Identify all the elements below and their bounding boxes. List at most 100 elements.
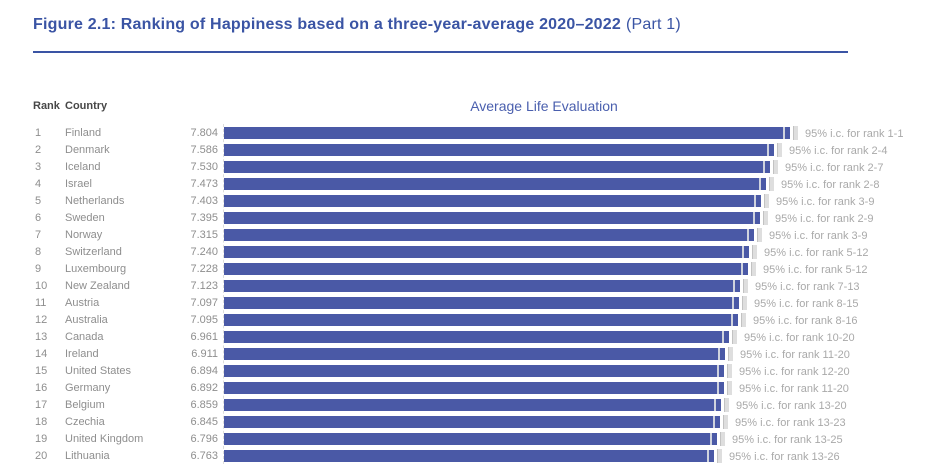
ci-upper-cap <box>773 160 778 174</box>
ci-upper-cap <box>793 126 798 140</box>
chart-title: Average Life Evaluation <box>470 98 618 114</box>
ci-lower-cap <box>710 433 712 445</box>
ci-lower-cap <box>731 314 733 326</box>
happiness-bar <box>224 450 714 462</box>
country-label: United Kingdom <box>65 433 144 445</box>
country-label: United States <box>65 365 132 377</box>
value-label: 7.240 <box>190 246 218 258</box>
chart-rows: 1 Finland 7.804 95% i.c. for rank 1-1 2 Denma… <box>0 126 935 467</box>
ci-range-label: 95% i.c. for rank 8-15 <box>754 298 859 310</box>
chart-row: 14 Ireland 6.911 95% i.c. for rank 11-20 <box>0 347 935 365</box>
happiness-bar <box>224 263 748 275</box>
ci-lower-cap <box>783 127 785 139</box>
happiness-bar <box>224 212 760 224</box>
rank-label: 15 <box>35 365 48 377</box>
rank-label: 11 <box>35 297 47 309</box>
ci-lower-cap <box>759 178 761 190</box>
country-label: Israel <box>65 178 92 190</box>
happiness-bar <box>224 433 717 445</box>
rank-label: 4 <box>35 178 42 190</box>
happiness-bar <box>224 246 749 258</box>
ci-upper-cap <box>751 262 756 276</box>
ci-upper-cap <box>743 279 748 293</box>
ci-range-label: 95% i.c. for rank 3-9 <box>769 230 868 242</box>
ci-range-label: 95% i.c. for rank 13-26 <box>729 451 840 463</box>
chart-row: 11 Austria 7.097 95% i.c. for rank 8-15 <box>0 296 935 314</box>
ci-lower-cap <box>767 144 769 156</box>
chart-row: 6 Sweden 7.395 95% i.c. for rank 2-9 <box>0 211 935 229</box>
chart-row: 19 United Kingdom 6.796 95% i.c. for rank 1… <box>0 432 935 450</box>
country-label: Austria <box>65 297 100 309</box>
ci-lower-cap <box>713 416 715 428</box>
ci-lower-cap <box>707 450 709 462</box>
rank-label: 13 <box>35 331 48 343</box>
happiness-bar <box>224 144 774 156</box>
chart-row: 1 Finland 7.804 95% i.c. for rank 1-1 <box>0 126 935 144</box>
chart-row: 7 Norway 7.315 95% i.c. for rank 3-9 <box>0 228 935 246</box>
rank-label: 6 <box>35 212 42 224</box>
happiness-bar <box>224 178 766 190</box>
ci-range-label: 95% i.c. for rank 1-1 <box>805 128 904 140</box>
ci-upper-cap <box>763 211 768 225</box>
ci-range-label: 95% i.c. for rank 13-25 <box>732 434 843 446</box>
happiness-bar <box>224 280 740 292</box>
ci-range-label: 95% i.c. for rank 5-12 <box>763 264 868 276</box>
ci-lower-cap <box>763 161 765 173</box>
ci-range-label: 95% i.c. for rank 5-12 <box>764 247 869 259</box>
ci-range-label: 95% i.c. for rank 12-20 <box>739 366 850 378</box>
value-label: 7.804 <box>190 127 218 139</box>
ci-upper-cap <box>777 143 782 157</box>
ci-upper-cap <box>723 415 728 429</box>
ci-lower-cap <box>741 263 743 275</box>
ci-upper-cap <box>741 313 746 327</box>
figure-title-main: Figure 2.1: Ranking of Happiness based o… <box>33 16 621 33</box>
chart-row: 10 New Zealand 7.123 95% i.c. for rank 7-13 <box>0 279 935 297</box>
rank-label: 17 <box>35 399 48 411</box>
rank-label: 20 <box>35 450 48 462</box>
value-label: 7.530 <box>190 161 218 173</box>
happiness-bar <box>224 314 738 326</box>
value-label: 6.763 <box>190 450 218 462</box>
country-label: Belgium <box>65 399 105 411</box>
value-label: 6.845 <box>190 416 218 428</box>
happiness-bar <box>224 348 725 360</box>
ci-lower-cap <box>747 229 749 241</box>
happiness-bar <box>224 416 720 428</box>
chart-row: 17 Belgium 6.859 95% i.c. for rank 13-20 <box>0 398 935 416</box>
chart-row: 13 Canada 6.961 95% i.c. for rank 10-20 <box>0 330 935 348</box>
ci-upper-cap <box>717 449 722 463</box>
country-label: Denmark <box>65 144 110 156</box>
ci-lower-cap <box>754 195 756 207</box>
country-label: Czechia <box>65 416 105 428</box>
ci-lower-cap <box>718 348 720 360</box>
chart-row: 5 Netherlands 7.403 95% i.c. for rank 3-9 <box>0 194 935 212</box>
ci-upper-cap <box>728 347 733 361</box>
ci-lower-cap <box>742 246 744 258</box>
rank-label: 7 <box>35 229 42 241</box>
value-label: 6.859 <box>190 399 218 411</box>
chart-row: 9 Luxembourg 7.228 95% i.c. for rank 5-12 <box>0 262 935 280</box>
ci-upper-cap <box>732 330 737 344</box>
figure-title: Figure 2.1: Ranking of Happiness based o… <box>33 16 681 34</box>
chart-row: 16 Germany 6.892 95% i.c. for rank 11-20 <box>0 381 935 399</box>
value-label: 7.123 <box>190 280 218 292</box>
ci-range-label: 95% i.c. for rank 7-13 <box>755 281 860 293</box>
ci-range-label: 95% i.c. for rank 2-8 <box>781 179 880 191</box>
chart-baseline-axis <box>223 124 224 464</box>
chart-row: 4 Israel 7.473 95% i.c. for rank 2-8 <box>0 177 935 195</box>
ci-range-label: 95% i.c. for rank 2-9 <box>775 213 874 225</box>
chart-row: 12 Australia 7.095 95% i.c. for rank 8-16 <box>0 313 935 331</box>
country-label: Luxembourg <box>65 263 127 275</box>
ci-upper-cap <box>724 398 729 412</box>
happiness-bar <box>224 297 739 309</box>
value-label: 6.892 <box>190 382 218 394</box>
country-label: Australia <box>65 314 108 326</box>
happiness-bar <box>224 382 724 394</box>
rank-label: 2 <box>35 144 42 156</box>
ci-upper-cap <box>764 194 769 208</box>
ci-lower-cap <box>717 382 719 394</box>
rank-label: 12 <box>35 314 48 326</box>
rank-label: 18 <box>35 416 48 428</box>
ci-upper-cap <box>757 228 762 242</box>
ci-range-label: 95% i.c. for rank 10-20 <box>744 332 855 344</box>
